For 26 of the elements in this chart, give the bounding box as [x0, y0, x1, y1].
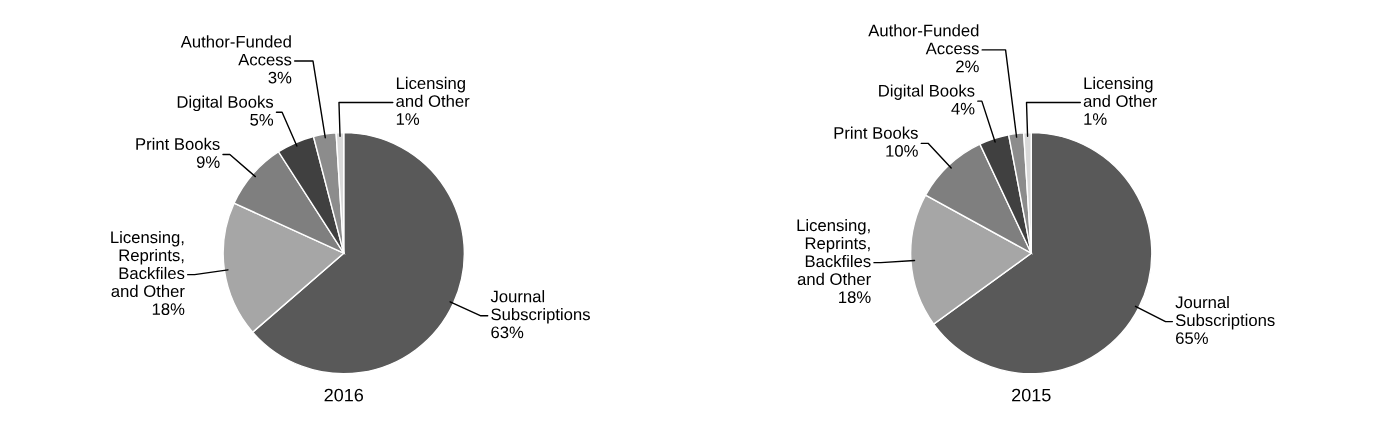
text: 2016: [324, 388, 364, 402]
data-label: 10%: [886, 144, 918, 157]
slice-label: Licensing, Reprints, Backfiles and Other: [111, 230, 185, 298]
slice-label: Licensing, Reprints, Backfiles and Other: [797, 218, 871, 286]
data-label: 18%: [152, 303, 185, 316]
slice-label: Journal Subscriptions: [490, 290, 590, 324]
data-label: 9%: [196, 156, 220, 168]
slice-label: Print Books: [136, 137, 220, 150]
slice-label: Digital Books: [177, 95, 274, 112]
slice-label: Digital Books: [879, 84, 975, 100]
data-label: 3%: [268, 71, 292, 84]
data-label: 18%: [839, 291, 871, 304]
data-label: 4%: [951, 102, 975, 115]
data-label: 1%: [396, 113, 420, 125]
data-label: 5%: [250, 114, 274, 126]
slice-label: Author-Funded Access: [868, 24, 979, 55]
data-label: 63%: [491, 326, 524, 339]
slice-label: Licensing and Other: [396, 76, 470, 108]
data-label: 65%: [1176, 332, 1208, 345]
slice-label: Print Books: [834, 126, 918, 139]
slice-label: Licensing and Other: [1083, 76, 1157, 108]
slice-label: Author-Funded Access: [180, 35, 292, 66]
slice-label: Journal Subscriptions: [1175, 295, 1275, 330]
data-label: 2%: [956, 60, 979, 73]
data-label: 1%: [1084, 113, 1107, 125]
text: 2015: [1012, 388, 1051, 402]
